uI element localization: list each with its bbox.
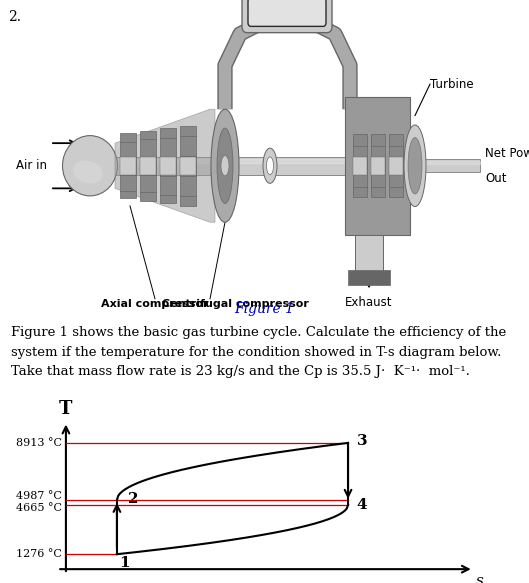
Text: Axial compressor: Axial compressor [101, 299, 209, 309]
Text: T: T [59, 401, 72, 419]
Text: Air in: Air in [16, 159, 47, 172]
Ellipse shape [62, 136, 117, 196]
Bar [353, 157, 367, 174]
Bar [371, 157, 385, 174]
Bar [95, 160, 400, 163]
Text: 2: 2 [128, 491, 138, 505]
Bar [355, 235, 383, 272]
Bar [345, 97, 410, 235]
Text: 2.: 2. [8, 10, 21, 24]
Text: Figure 1: Figure 1 [234, 303, 294, 317]
Text: 1: 1 [120, 556, 130, 570]
Text: 4987 °C: 4987 °C [16, 491, 61, 501]
Bar [160, 128, 176, 203]
Ellipse shape [211, 109, 239, 222]
Bar [180, 157, 196, 174]
Text: Net Power: Net Power [485, 147, 529, 160]
Text: Turbine: Turbine [430, 78, 473, 90]
Ellipse shape [73, 160, 103, 184]
FancyBboxPatch shape [242, 0, 332, 33]
Bar [348, 270, 390, 285]
Text: Centrifugal compressor: Centrifugal compressor [161, 299, 308, 309]
Text: Exhaust: Exhaust [345, 296, 393, 310]
Text: 1276 °C: 1276 °C [16, 549, 61, 559]
Ellipse shape [267, 157, 273, 174]
Polygon shape [115, 109, 215, 222]
FancyBboxPatch shape [248, 0, 326, 26]
Bar [160, 157, 176, 174]
Text: 3: 3 [357, 434, 367, 448]
Text: 8913 °C: 8913 °C [15, 438, 61, 448]
Bar [140, 131, 156, 201]
Bar [371, 134, 385, 197]
Text: Out: Out [485, 172, 506, 185]
Bar [353, 134, 367, 197]
Text: 4: 4 [357, 498, 367, 512]
Bar [389, 134, 403, 197]
Bar [140, 157, 156, 174]
Ellipse shape [217, 128, 233, 203]
Bar [95, 157, 400, 174]
Ellipse shape [404, 125, 426, 206]
Text: 4665 °C: 4665 °C [15, 503, 61, 512]
Bar [389, 157, 403, 174]
Bar [400, 160, 480, 172]
Bar [120, 133, 136, 198]
Ellipse shape [408, 138, 422, 194]
Text: s: s [476, 574, 484, 583]
Ellipse shape [263, 148, 277, 183]
Bar [400, 161, 480, 164]
Bar [120, 157, 136, 174]
Bar [180, 125, 196, 206]
Text: Figure 1 shows the basic gas turbine cycle. Calculate the efficiency of the
syst: Figure 1 shows the basic gas turbine cyc… [11, 326, 506, 378]
Ellipse shape [221, 156, 229, 176]
